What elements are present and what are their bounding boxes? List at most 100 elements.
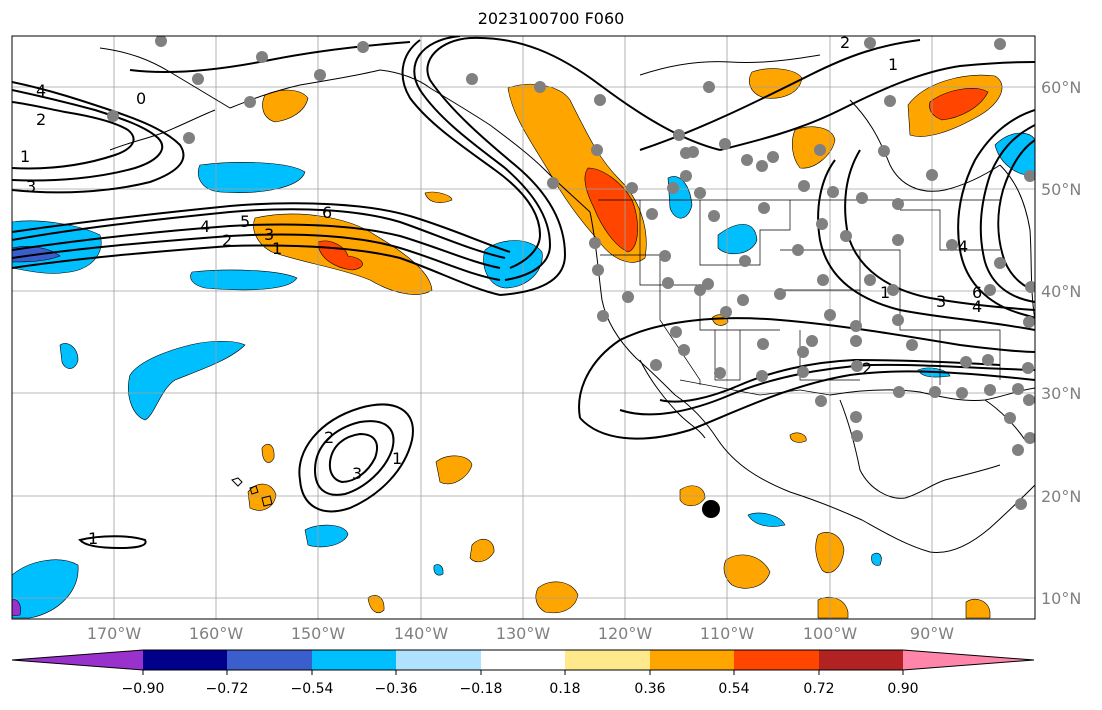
contour-label: 3: [26, 177, 36, 196]
shade-blue-tiny2: [871, 552, 882, 566]
colorbar-extend-right: [903, 650, 1034, 670]
coast-hudson: [849, 99, 1001, 192]
colorbar-tick-label: −0.72: [205, 681, 249, 697]
contour-label: 4: [958, 237, 968, 256]
contour-hawaii-inner: [328, 432, 379, 484]
colorbar-segment: [227, 650, 312, 670]
shade-orange-small1: [424, 191, 453, 203]
colorbar-extend-left: [12, 650, 143, 670]
contour-east-low-3: [997, 139, 1035, 291]
contour-west-low-2: [12, 89, 164, 182]
colorbar-tick-label: 0.36: [634, 681, 666, 697]
coast-canada-north: [639, 54, 821, 76]
hawaii-1: [231, 477, 243, 487]
gridlines: [12, 36, 1035, 619]
contour-label: 4: [36, 81, 46, 100]
colorbar: [11, 649, 1035, 675]
storm-center-marker: [702, 500, 720, 518]
colorbar-segment: [396, 650, 481, 670]
contour-jet-2: [12, 202, 511, 253]
contour-east-low-1: [957, 109, 1035, 319]
shade-orange-alaska: [262, 89, 309, 123]
shade-blue-sw: [12, 559, 79, 619]
shade-blue-nevada: [717, 224, 758, 255]
contour-label: 2: [862, 359, 872, 378]
contour-trough-2: [413, 36, 552, 281]
contour-alaska: [129, 41, 411, 73]
colorbar-segment: [565, 650, 650, 670]
contour-label: 3: [936, 292, 946, 311]
lat-label-10n: 10°N: [1041, 589, 1082, 608]
contour-jet-4: [12, 233, 501, 281]
colorbar-tick-label: −0.54: [290, 681, 334, 697]
shade-orange-mid3: [367, 595, 385, 613]
coast-gulf: [839, 399, 1001, 499]
contour-east-low-5: [844, 149, 1035, 311]
coast-west-us: [589, 211, 676, 396]
contour-label: 3: [352, 464, 362, 483]
shade-blue-coast: [483, 240, 543, 289]
contour-label: 0: [136, 89, 146, 108]
contour-east-low-2: [979, 124, 1035, 303]
contour-trough-3: [401, 39, 542, 269]
coastlines: [99, 47, 1035, 554]
contour-label: 1: [880, 283, 890, 302]
colorbar-tick-label: 0.18: [549, 681, 581, 697]
map-frame: [11, 35, 1036, 620]
contour-label: 1: [272, 239, 282, 258]
contour-east-high-1: [719, 61, 1035, 151]
contour-south-1: [579, 370, 1035, 440]
coast-east: [999, 164, 1035, 321]
lat-label-60n: 60°N: [1041, 78, 1082, 97]
hawaii-2: [249, 485, 259, 495]
shade-orange-bottom1: [535, 581, 579, 614]
colorbar-tick-label: 0.90: [887, 681, 919, 697]
lon-label-170w: 170°W: [86, 624, 142, 643]
contour-west-low-3: [12, 101, 135, 170]
contour-label: 1: [88, 529, 98, 548]
contour-east-low-4: [817, 159, 1035, 331]
contour-low-sw: [78, 535, 147, 550]
contour-label: 2: [324, 428, 334, 447]
coast-baja: [639, 359, 706, 439]
contour-jet-5: [12, 244, 501, 296]
lon-label-100w: 100°W: [802, 624, 858, 643]
contour-south-3: [659, 358, 1001, 403]
contour-jet-1: [12, 208, 506, 259]
contour-label: 2: [840, 33, 850, 52]
map-title: 2023100700 F060: [477, 9, 625, 28]
station-dots: [107, 36, 1035, 510]
contour-east-high-2: [639, 39, 921, 151]
shade-orange-mid2: [469, 538, 495, 563]
shade-blue-hawaii-south: [304, 524, 349, 548]
colorbar-tick-label: 0.72: [803, 681, 835, 697]
colorbar-tick-label: −0.36: [374, 681, 418, 697]
contour-trough-1: [426, 36, 721, 296]
colorbar-tick-label: 0.54: [718, 681, 750, 697]
lon-label-90w: 90°W: [909, 624, 955, 643]
colorbar-tick-label: −0.18: [459, 681, 503, 697]
lon-label-110w: 110°W: [699, 624, 755, 643]
shade-orange-tiny2: [789, 432, 807, 443]
contour-west-low-1: [12, 81, 185, 194]
contour-label: 1: [20, 147, 30, 166]
colorbar-segment: [143, 650, 227, 670]
contour-label: 3: [264, 225, 274, 244]
contour-label: 1: [888, 55, 898, 74]
colorbar-segment: [734, 650, 819, 670]
shade-blue-mexico: [747, 512, 786, 527]
coast-bc: [429, 87, 591, 213]
contour-label: 2: [36, 110, 46, 129]
shade-orange-mexico: [723, 554, 771, 589]
hawaii-3: [261, 495, 273, 507]
coast-aleutians: [109, 109, 216, 151]
shade-orange-hawaii2: [247, 483, 277, 511]
shade-orange-east: [965, 599, 991, 619]
contour-labels: 4 2 1 3 0 4 5 6 2 3 1 2 3 1 1 2 1 1 3 6 …: [20, 33, 982, 548]
shade-blue-great-lakes: [994, 132, 1035, 176]
lat-label-40n: 40°N: [1041, 282, 1082, 301]
shaded-fields: [12, 68, 1035, 619]
colorbar-segment: [312, 650, 396, 670]
contour-label: 6: [972, 283, 982, 302]
